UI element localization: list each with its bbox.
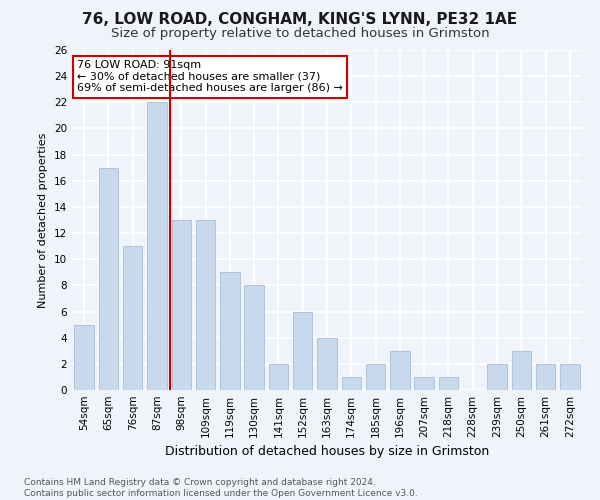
Bar	[99, 168, 118, 390]
X-axis label: Distribution of detached houses by size in Grimston: Distribution of detached houses by size …	[165, 446, 489, 458]
Bar	[293, 312, 313, 390]
Text: Contains HM Land Registry data © Crown copyright and database right 2024.
Contai: Contains HM Land Registry data © Crown c…	[24, 478, 418, 498]
Bar	[560, 364, 580, 390]
Bar	[415, 377, 434, 390]
Bar	[366, 364, 385, 390]
Bar	[317, 338, 337, 390]
Bar	[390, 351, 410, 390]
Bar	[196, 220, 215, 390]
Bar	[123, 246, 142, 390]
Bar	[269, 364, 288, 390]
Bar	[341, 377, 361, 390]
Bar	[172, 220, 191, 390]
Bar	[487, 364, 507, 390]
Y-axis label: Number of detached properties: Number of detached properties	[38, 132, 49, 308]
Bar	[536, 364, 555, 390]
Text: 76 LOW ROAD: 91sqm
← 30% of detached houses are smaller (37)
69% of semi-detache: 76 LOW ROAD: 91sqm ← 30% of detached hou…	[77, 60, 343, 94]
Bar	[220, 272, 239, 390]
Bar	[74, 324, 94, 390]
Text: 76, LOW ROAD, CONGHAM, KING'S LYNN, PE32 1AE: 76, LOW ROAD, CONGHAM, KING'S LYNN, PE32…	[82, 12, 518, 28]
Bar	[244, 286, 264, 390]
Bar	[512, 351, 531, 390]
Text: Size of property relative to detached houses in Grimston: Size of property relative to detached ho…	[110, 28, 490, 40]
Bar	[147, 102, 167, 390]
Bar	[439, 377, 458, 390]
